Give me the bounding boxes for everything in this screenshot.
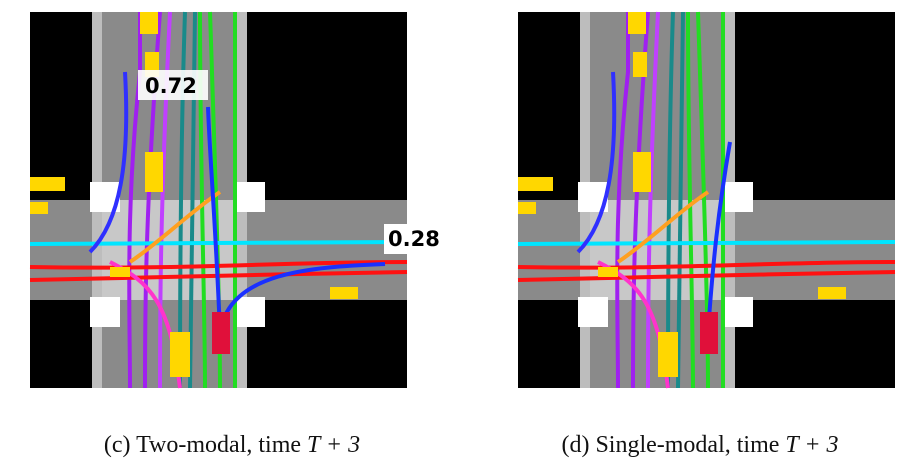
vehicle: [633, 152, 651, 192]
vehicle: [518, 177, 553, 191]
vehicle: [330, 287, 358, 299]
ego-vehicle: [212, 312, 230, 354]
caption: (d) Single-modal, time T + 3: [561, 432, 838, 458]
vehicle: [110, 267, 130, 277]
trajectory: [517, 240, 896, 246]
caption: (c) Two-modal, time T + 3: [104, 432, 360, 458]
trajectory: [686, 11, 695, 389]
panel-d: [517, 11, 896, 389]
trajectory: [29, 240, 408, 246]
crosswalk: [235, 297, 265, 327]
caption-text: (d) Single-modal, time: [561, 432, 779, 458]
vehicle: [628, 12, 646, 34]
crosswalk: [723, 182, 753, 212]
trajectory: [631, 11, 650, 389]
crosswalk: [578, 297, 608, 327]
ego-vehicle: [700, 312, 718, 354]
vehicle: [598, 267, 618, 277]
crosswalk: [90, 297, 120, 327]
trajectory: [576, 71, 617, 254]
vehicle: [633, 52, 647, 77]
vehicle: [170, 332, 190, 377]
vehicle: [818, 287, 846, 299]
trajectory: [29, 260, 408, 270]
vehicle: [518, 202, 536, 214]
trajectory: [88, 71, 129, 254]
trajectory: [676, 11, 685, 389]
vehicle: [658, 332, 678, 377]
crosswalk: [723, 297, 753, 327]
annotation: 0.28: [388, 227, 440, 251]
vehicle: [30, 202, 48, 214]
trajectory: [616, 190, 710, 264]
vehicle: [145, 152, 163, 192]
crosswalk: [235, 182, 265, 212]
annotation: 0.72: [145, 74, 197, 98]
annotation-box: [138, 70, 208, 100]
prediction: [706, 141, 732, 333]
trajectory: [517, 270, 896, 282]
caption-math: T + 3: [785, 432, 838, 458]
vehicle: [30, 177, 65, 191]
trajectory: [128, 190, 222, 264]
trajectory: [29, 270, 408, 282]
vehicle: [140, 12, 158, 34]
panel-c: [29, 11, 408, 389]
prediction: [206, 106, 222, 333]
trajectory: [646, 11, 660, 389]
caption-math: T + 3: [307, 432, 360, 458]
caption-text: (c) Two-modal, time: [104, 432, 301, 458]
annotation-box: [384, 224, 448, 254]
